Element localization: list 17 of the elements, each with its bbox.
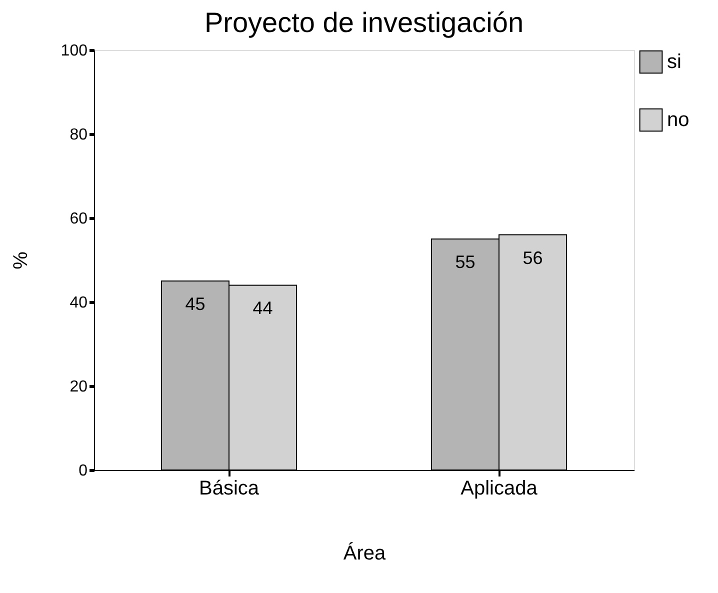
data-label: 56 — [522, 248, 543, 268]
legend-label: no — [667, 109, 690, 131]
data-label: 55 — [455, 252, 476, 272]
y-tick-label: 80 — [70, 126, 88, 144]
y-axis-title: % — [10, 251, 32, 270]
data-label: 44 — [252, 298, 273, 318]
x-axis-title: Área — [343, 542, 386, 564]
y-tick-label: 40 — [70, 294, 88, 312]
x-tick-label: Básica — [198, 478, 260, 500]
y-tick-label: 100 — [60, 42, 88, 60]
legend-label: si — [667, 51, 682, 73]
y-tick-label: 20 — [70, 378, 88, 396]
y-tick-label: 60 — [70, 210, 88, 228]
chart-title: Proyecto de investigación — [204, 7, 524, 38]
y-tick-label: 0 — [78, 462, 88, 480]
x-tick-label: Aplicada — [460, 478, 538, 500]
data-label: 45 — [185, 294, 206, 314]
